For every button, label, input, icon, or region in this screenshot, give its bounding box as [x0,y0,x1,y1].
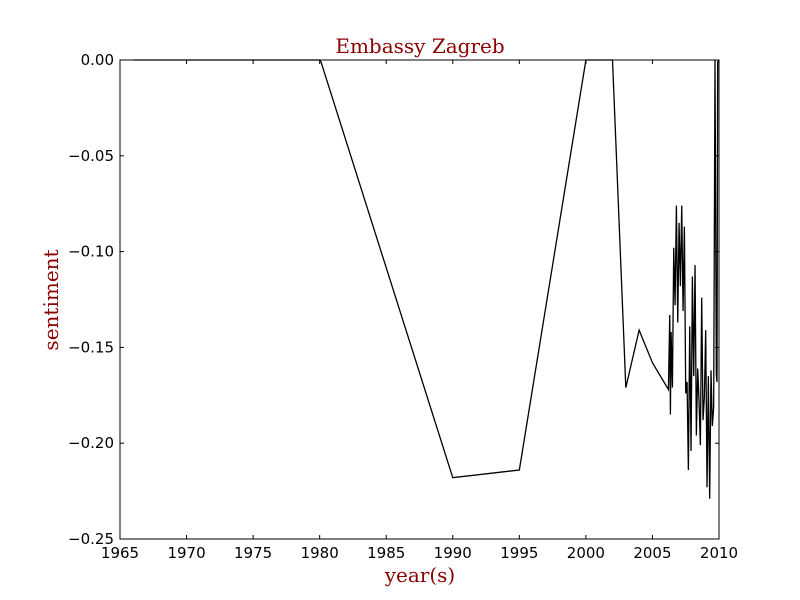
y-tick-label: −0.15 [68,338,114,356]
y-axis-label: sentiment [39,249,63,350]
x-tick-label: 2000 [567,544,605,562]
chart-title: Embassy Zagreb [335,34,504,58]
y-tick-label: −0.05 [68,147,114,165]
axes-frame [119,59,720,540]
series-line-0 [133,59,720,499]
x-tick-label: 2010 [700,544,738,562]
x-axis-ticks: 1965 1970 1975 1980 1985 1990 1995 2000 2005 2010 [101,60,738,562]
x-axis-label: year(s) [384,563,456,587]
x-tick-label: 1990 [434,544,472,562]
y-tick-label: 0.00 [81,51,114,69]
y-tick-label: −0.25 [68,530,114,548]
y-axis-ticks: 0.00 −0.05 −0.10 −0.15 −0.20 −0.25 [68,51,719,548]
y-tick-label: −0.20 [68,434,114,452]
x-tick-label: 1970 [167,544,205,562]
x-tick-label: 1985 [367,544,405,562]
x-tick-label: 1980 [301,544,339,562]
x-tick-label: 1975 [234,544,272,562]
plot-area [133,59,720,499]
x-tick-label: 2005 [633,544,671,562]
x-tick-label: 1965 [101,544,139,562]
x-tick-label: 1995 [500,544,538,562]
y-tick-label: −0.10 [68,243,114,261]
